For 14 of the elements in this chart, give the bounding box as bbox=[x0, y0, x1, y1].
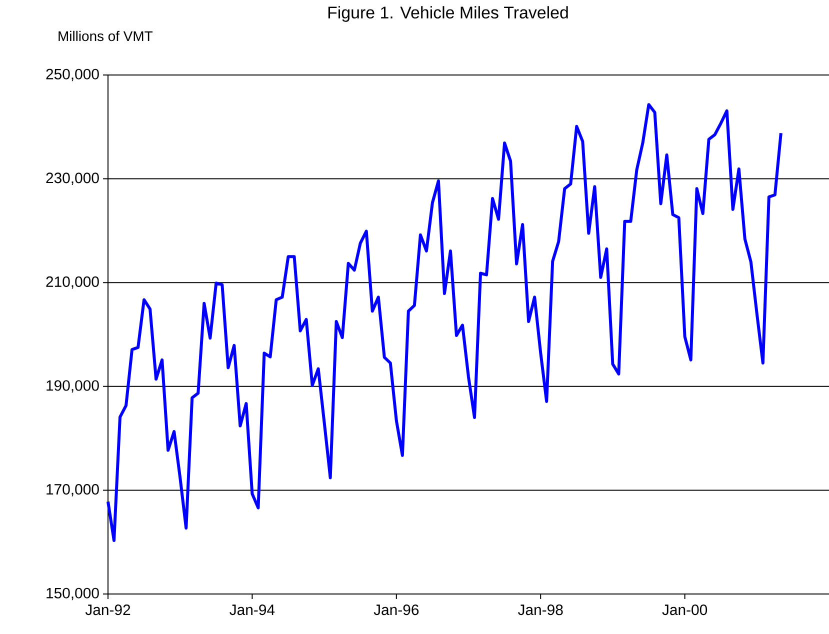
chart-title: Figure 1. Vehicle Miles Traveled bbox=[328, 6, 568, 22]
x-tick-label: Jan-92 bbox=[85, 604, 130, 616]
y-tick-label: 190,000 bbox=[46, 380, 99, 393]
x-tick-label: Jan-94 bbox=[230, 604, 275, 616]
y-tick-label: 210,000 bbox=[46, 276, 99, 289]
x-tick-label: Jan-00 bbox=[662, 604, 708, 616]
x-tick-label: Jan-98 bbox=[518, 604, 563, 616]
line-series bbox=[106, 103, 782, 542]
y-tick-label: 170,000 bbox=[46, 484, 99, 496]
x-tick-label: Jan-96 bbox=[374, 604, 419, 616]
y-tick-label: 150,000 bbox=[46, 588, 99, 600]
y-axis-title: Millions of VMT bbox=[58, 30, 153, 42]
y-tick-label: 250,000 bbox=[46, 68, 99, 82]
y-tick-label: 230,000 bbox=[46, 172, 99, 185]
